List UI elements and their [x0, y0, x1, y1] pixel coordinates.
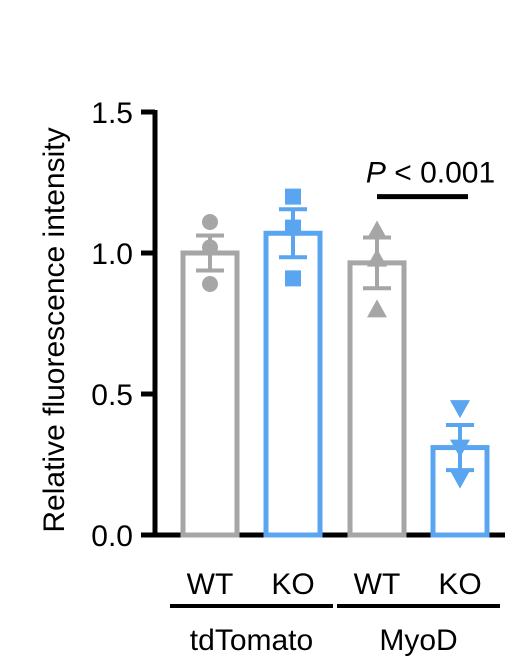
bar — [180, 250, 240, 538]
data-points — [202, 188, 470, 489]
data-point — [367, 248, 387, 267]
y-tick-label: 1.0 — [91, 238, 133, 271]
data-point — [285, 270, 301, 287]
data-point — [450, 400, 470, 419]
data-point — [367, 220, 387, 239]
data-point — [202, 239, 218, 256]
data-point — [450, 439, 470, 458]
data-point — [367, 299, 387, 318]
y-tick-label: 1.5 — [91, 97, 133, 130]
data-point — [285, 188, 301, 205]
group-label: MyoD — [379, 624, 457, 657]
significance-label: P < 0.001 — [366, 157, 495, 190]
y-tick-label: 0.0 — [91, 520, 133, 553]
x-tick-label: KO — [438, 568, 481, 601]
x-tick-label: KO — [271, 568, 314, 601]
labels: WT KO WT KO tdTomato MyoD P < 0.001 — [170, 157, 500, 657]
data-point — [202, 276, 218, 293]
data-point — [202, 213, 218, 230]
y-axis-label: Relative fluorescence intensity — [38, 127, 71, 532]
y-tick-label: 0.5 — [91, 379, 133, 412]
x-tick-label: WT — [354, 568, 401, 601]
data-point — [285, 219, 301, 236]
data-point — [450, 470, 470, 489]
x-tick-label: WT — [187, 568, 234, 601]
group-label: tdTomato — [190, 624, 313, 657]
bars — [180, 207, 490, 538]
